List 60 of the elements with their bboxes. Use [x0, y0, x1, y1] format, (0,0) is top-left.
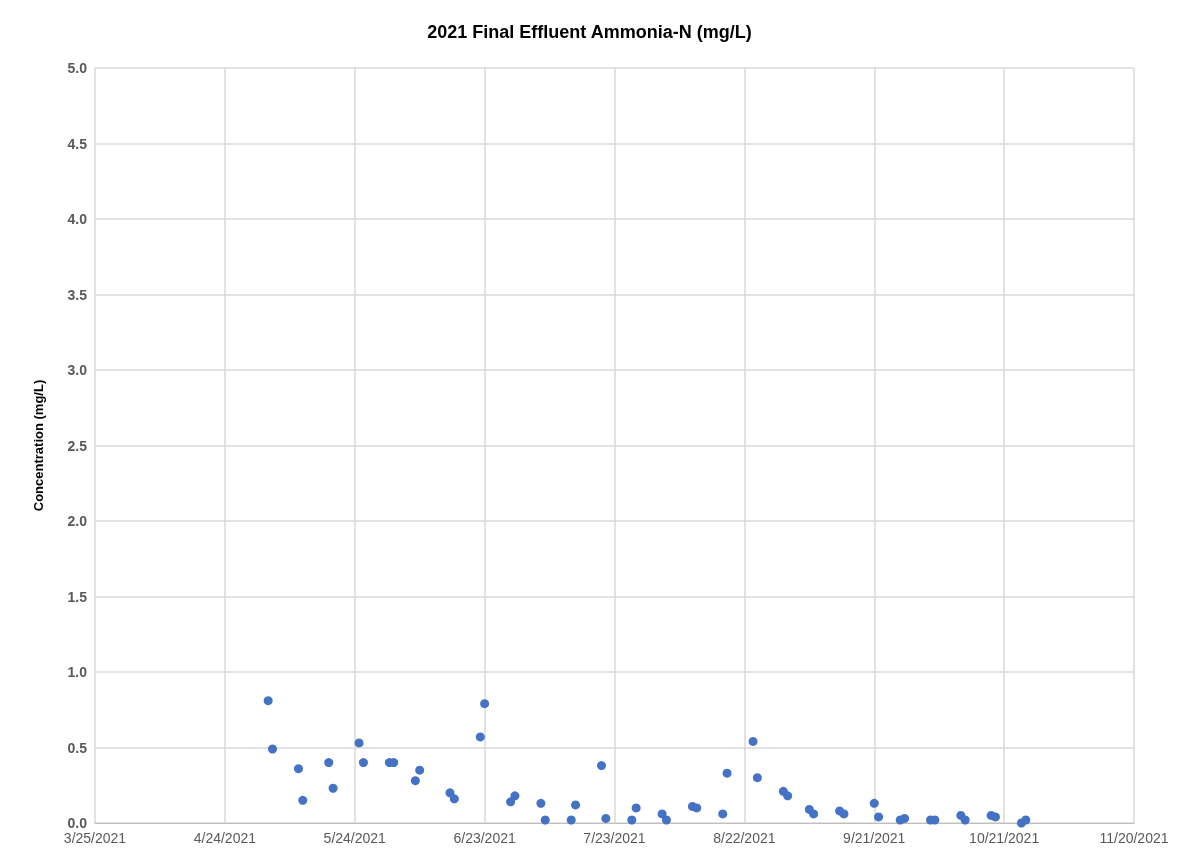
y-tick-label: 2.5: [67, 437, 88, 454]
point: [627, 815, 637, 825]
x-tick-label: 9/21/2021: [843, 830, 906, 846]
y-tick-label: 2.0: [67, 513, 88, 529]
point: [783, 791, 793, 801]
point: [657, 809, 667, 819]
x-tick-label: 11/20/2021: [1099, 830, 1169, 846]
point: [540, 815, 550, 825]
point: [661, 815, 671, 825]
x-tick-label: 10/21/2021: [969, 830, 1040, 846]
point: [298, 795, 308, 805]
y-tick-label: 1.5: [67, 588, 88, 605]
point: [480, 699, 490, 709]
point: [293, 764, 303, 774]
point: [869, 798, 879, 808]
point: [748, 736, 758, 746]
point: [597, 761, 607, 771]
point: [510, 791, 520, 801]
point: [752, 773, 762, 783]
y-tick-label: 0.5: [67, 739, 88, 756]
point: [900, 813, 910, 823]
y-tick-label: 0.0: [67, 815, 88, 831]
point: [960, 815, 970, 825]
y-tick-label: 3.5: [67, 286, 88, 303]
point: [354, 738, 364, 748]
x-tick-label: 4/24/2021: [193, 830, 257, 846]
chart-title: 2021 Final Effluent Ammonia-N (mg/L): [427, 22, 752, 42]
y-tick-label: 4.5: [67, 135, 88, 152]
point: [268, 744, 277, 754]
x-tick-label: 8/22/2021: [713, 830, 776, 846]
point: [263, 696, 273, 706]
y-tick-label: 3.0: [67, 362, 88, 378]
point: [415, 765, 425, 775]
point: [839, 809, 849, 819]
point: [722, 768, 732, 778]
point: [410, 776, 420, 786]
x-tick-label: 3/25/2021: [63, 830, 127, 846]
point: [1021, 815, 1031, 825]
point: [358, 758, 368, 768]
point: [874, 812, 884, 822]
x-tick-label: 5/24/2021: [323, 830, 387, 846]
point: [328, 783, 338, 793]
y-tick-label: 4.0: [67, 211, 88, 227]
point: [324, 758, 334, 768]
y-tick-label: 1.0: [67, 664, 88, 680]
point: [536, 798, 546, 808]
point: [571, 800, 581, 810]
point: [692, 803, 702, 813]
point: [475, 732, 485, 742]
point: [506, 797, 516, 807]
point: [631, 803, 641, 813]
point: [601, 813, 611, 823]
y-tick-label: 5.0: [67, 60, 88, 76]
y-axis-title: Concentration (mg/L): [31, 379, 46, 512]
x-tick-label: 7/23/2021: [583, 830, 646, 846]
point: [809, 809, 819, 819]
point: [449, 794, 459, 804]
point: [566, 815, 576, 825]
point: [718, 809, 728, 819]
x-tick-label: 6/23/2021: [453, 830, 516, 846]
